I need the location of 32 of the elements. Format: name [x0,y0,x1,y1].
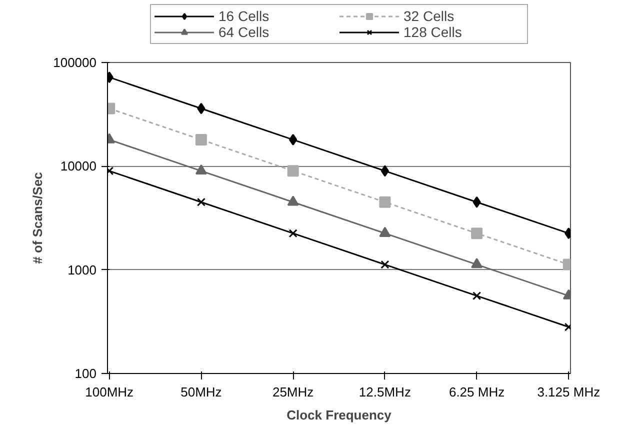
y-tick-label: 10000 [60,158,97,174]
point [287,165,299,177]
x-tick-label: 12.5MHz [358,384,411,400]
x-axis-title: Clock Frequency [286,408,392,422]
point [472,291,482,300]
point [380,165,390,177]
legend-label: 32 Cells [404,8,456,24]
point [195,134,207,146]
point [288,229,298,238]
y-axis-title: # of Scans/Sec [30,172,46,264]
y-tick-label: 100000 [53,55,97,70]
point [287,196,299,206]
legend-label: 16 Cells [218,8,270,24]
x-tick-label: 6.25 MHz [448,384,505,400]
x-tick-label: 3.125 MHz [537,384,600,400]
point [471,228,483,240]
legend-label: 64 Cells [218,24,270,40]
x-tick-label: 25MHz [272,384,314,400]
point [380,260,390,269]
point [379,226,391,237]
x-tick-label: 100MHz [85,384,134,400]
point [471,258,483,268]
x-tick-label: 50MHz [180,384,222,400]
point [472,196,481,208]
point [197,102,206,114]
legend-label: 128 Cells [404,24,463,40]
point [288,134,298,146]
point [379,196,391,208]
y-tick-label: 1000 [68,262,96,278]
point [195,164,207,175]
point [196,198,206,206]
y-tick-label: 100 [74,366,97,381]
